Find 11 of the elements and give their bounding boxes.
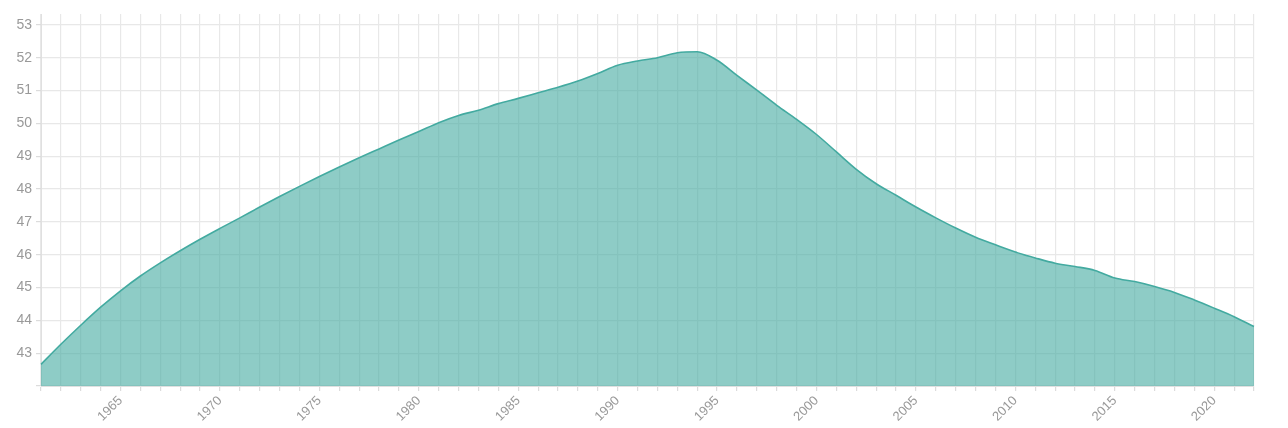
y-tick-label: 47 (16, 212, 33, 229)
y-tick-label: 53 (16, 15, 33, 32)
y-tick-label: 51 (16, 81, 33, 98)
y-tick-label: 43 (16, 344, 33, 361)
y-tick-label: 46 (16, 245, 33, 262)
y-tick-label: 50 (16, 114, 33, 131)
y-tick-label: 45 (16, 278, 33, 295)
y-tick-label: 52 (16, 48, 33, 65)
y-tick-label: 48 (16, 179, 33, 196)
y-tick-label: 49 (16, 147, 33, 164)
y-tick-label: 44 (16, 311, 33, 328)
